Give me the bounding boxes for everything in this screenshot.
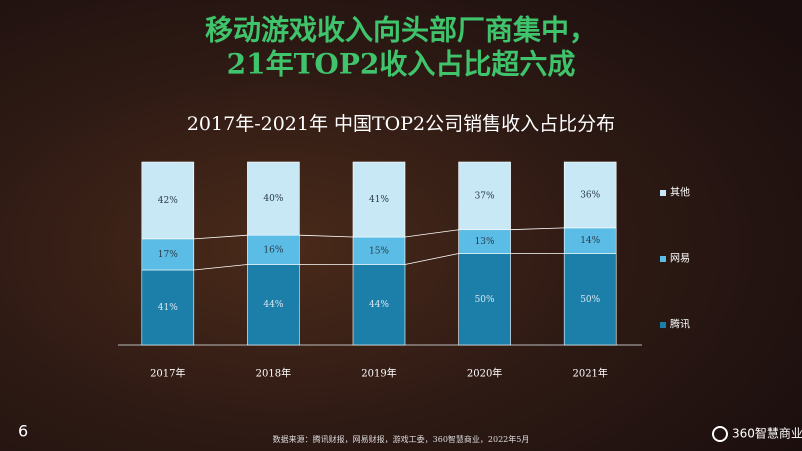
x-tick-label: 2017年 [150,367,185,380]
legend-label: 其他 [670,186,690,199]
value-label: 50% [475,295,495,305]
connector-line [193,264,248,271]
value-label: 44% [369,300,389,310]
bar-segment [563,161,617,229]
bar-segment [247,161,300,236]
legend-swatch [660,256,666,262]
legend-swatch [660,190,666,196]
bar-segment [458,161,511,231]
value-label: 13% [475,237,495,247]
logo-icon [712,426,728,442]
bar-segment [352,264,406,346]
connector-line [299,234,354,238]
value-label: 16% [263,245,283,255]
bar-segment [141,161,195,240]
chart-title: 2017年-2021年 中国TOP2公司销售收入占比分布 [187,113,615,135]
legend-swatch [660,322,666,328]
connector-line [404,229,459,238]
value-label: 42% [158,196,178,206]
bar-segment [141,269,195,346]
x-tick-label: 2019年 [361,367,396,380]
x-tick-label: 2018年 [256,367,291,380]
connector-line [510,227,565,231]
bar-segment [247,234,300,265]
x-tick-label: 2020年 [467,367,502,380]
value-label: 44% [263,300,283,310]
headline: 21年TOP2收入占比超六成 [227,48,576,81]
bar-segment [352,161,406,238]
connector-line [193,234,248,240]
bar-segment [247,264,300,346]
bar-segment [563,253,617,346]
value-label: 15% [369,246,389,256]
x-tick-label: 2021年 [572,367,607,380]
value-label: 41% [158,303,178,313]
source: 数据来源：腾讯财报，网易财报，游戏工委，360智慧商业，2022年5月 [273,434,530,444]
bar-segment [352,236,406,265]
page-number: 6 [18,422,28,441]
value-label: 17% [158,250,178,260]
value-label: 40% [263,194,283,204]
bar-segment [458,253,511,346]
value-label: 41% [369,195,389,205]
value-label: 50% [580,295,600,305]
headline: 移动游戏收入向头部厂商集中， [205,14,597,47]
value-label: 36% [580,190,600,200]
logo: 360智慧商业 [732,426,802,441]
value-label: 37% [475,191,495,201]
legend-label: 腾讯 [670,318,690,331]
value-label: 14% [580,236,600,246]
connector-line [404,253,459,265]
legend-label: 网易 [670,253,690,265]
